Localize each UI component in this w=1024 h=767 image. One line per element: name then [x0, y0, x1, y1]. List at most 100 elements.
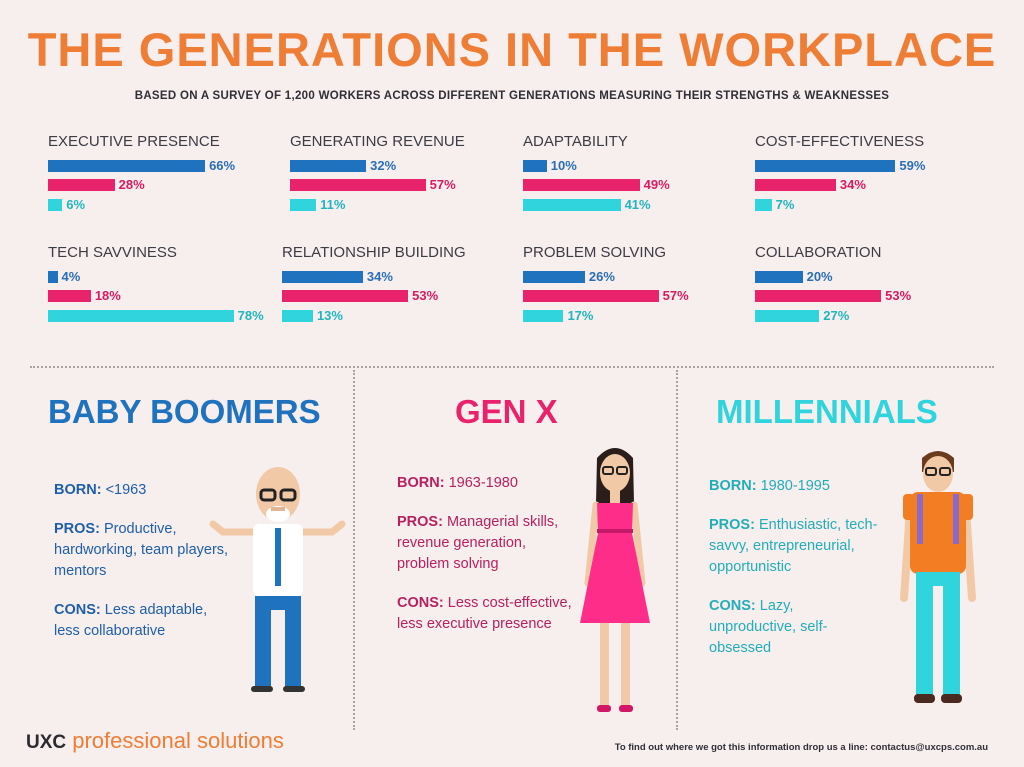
bar-millennials	[282, 310, 313, 322]
metric-adaptability: ADAPTABILITY 10% 49% 41%	[523, 133, 763, 233]
generation-title-boomers: BABY BOOMERS	[48, 393, 321, 430]
bar-genx	[282, 290, 409, 302]
bar-genx	[48, 179, 115, 191]
metric-tech-savviness: TECH SAVVINESS 4% 18% 78%	[48, 244, 288, 344]
bar-value-label: 49%	[643, 177, 670, 192]
pros-value: Managerial skills, revenue generation, p…	[397, 514, 559, 572]
cons-value: Less cost-effective, less executive pres…	[397, 595, 572, 632]
page-title: THE GENERATIONS IN THE WORKPLACE	[27, 23, 997, 76]
metric-label: EXECUTIVE PRESENCE	[48, 133, 220, 150]
page-subtitle: BASED ON A SURVEY OF 1,200 WORKERS ACROS…	[134, 90, 890, 102]
pros-value: Productive, hardworking, team players, m…	[54, 521, 229, 579]
brand-part1: UXC	[26, 732, 67, 753]
metric-collaboration: COLLABORATION 20% 53% 27%	[755, 244, 995, 344]
generation-title-genx: GEN X	[455, 393, 558, 430]
bar-millennials	[290, 199, 317, 211]
bar-boomers	[48, 160, 206, 172]
generation-title-millennials: MILLENNIALS	[716, 393, 938, 430]
born-label: BORN:	[397, 475, 445, 491]
metric-executive-presence: EXECUTIVE PRESENCE 66% 28% 6%	[48, 133, 288, 233]
bar-boomers	[755, 271, 803, 283]
bar-genx	[290, 179, 426, 191]
bar-value-label: 34%	[839, 177, 866, 192]
bar-millennials	[523, 310, 564, 322]
bar-value-label: 17%	[567, 308, 594, 323]
bar-value-label: 41%	[624, 197, 651, 212]
bar-boomers	[48, 271, 58, 283]
bar-boomers	[523, 271, 585, 283]
bar-genx	[523, 290, 659, 302]
bar-genx	[755, 179, 836, 191]
metric-label: RELATIONSHIP BUILDING	[282, 244, 466, 261]
metric-label: PROBLEM SOLVING	[523, 244, 667, 261]
genx-figure-illustration	[580, 448, 650, 712]
millennial-figure-illustration	[900, 451, 976, 703]
bar-boomers	[755, 160, 896, 172]
born-label: BORN:	[54, 482, 102, 498]
cons-value: Less adaptable, less collaborative	[54, 602, 208, 639]
bar-value-label: 59%	[899, 158, 926, 173]
bar-boomers	[523, 160, 547, 172]
bar-value-label: 13%	[316, 308, 343, 323]
born-value: <1963	[105, 482, 147, 498]
cons-label: CONS:	[397, 595, 444, 611]
metric-label: TECH SAVVINESS	[48, 244, 177, 261]
cons-value: Lazy, unproductive, self-obsessed	[709, 598, 828, 656]
bar-millennials	[48, 199, 63, 211]
bar-value-label: 18%	[94, 288, 121, 303]
bar-value-label: 20%	[806, 269, 833, 284]
bar-value-label: 32%	[370, 158, 397, 173]
metric-cost-effectiveness: COST-EFFECTIVENESS 59% 34% 7%	[755, 133, 995, 233]
bar-millennials	[48, 310, 234, 322]
metric-problem-solving: PROBLEM SOLVING 26% 57% 17%	[523, 244, 763, 344]
generation-details-genx: BORN: 1963-1980 PROS: Managerial skills,…	[397, 473, 572, 653]
bar-genx	[755, 290, 882, 302]
bar-value-label: 7%	[775, 197, 795, 212]
pros-label: PROS:	[397, 514, 443, 530]
pros-value: Enthusiastic, tech-savvy, entrepreneuria…	[709, 517, 878, 575]
pros-label: PROS:	[54, 521, 100, 537]
bar-value-label: 4%	[61, 269, 81, 284]
generation-details-millennials: BORN: 1980-1995 PROS: Enthusiastic, tech…	[709, 476, 884, 677]
cons-label: CONS:	[54, 602, 101, 618]
bar-value-label: 53%	[885, 288, 912, 303]
section-divider	[30, 366, 994, 368]
brand-part2: professional solutions	[72, 728, 284, 753]
born-label: BORN:	[709, 478, 757, 494]
bar-value-label: 11%	[320, 197, 346, 212]
column-divider-right	[676, 370, 678, 730]
bar-boomers	[282, 271, 363, 283]
metric-relationship-building: RELATIONSHIP BUILDING 34% 53% 13%	[282, 244, 522, 344]
metric-label: GENERATING REVENUE	[290, 133, 465, 150]
bar-value-label: 6%	[66, 197, 86, 212]
bar-millennials	[755, 310, 820, 322]
generation-details-boomers: BORN: <1963 PROS: Productive, hardworkin…	[54, 480, 229, 660]
boomer-figure-illustration	[209, 467, 346, 692]
born-value: 1980-1995	[760, 478, 830, 494]
bar-value-label: 57%	[662, 288, 689, 303]
column-divider-left	[353, 370, 355, 730]
pros-label: PROS:	[709, 517, 755, 533]
bar-genx	[523, 179, 640, 191]
metric-label: COST-EFFECTIVENESS	[755, 133, 925, 150]
bar-millennials	[523, 199, 621, 211]
bar-genx	[48, 290, 91, 302]
bar-value-label: 26%	[588, 269, 615, 284]
bar-millennials	[755, 199, 772, 211]
metric-generating-revenue: GENERATING REVENUE 32% 57% 11%	[290, 133, 530, 233]
bar-value-label: 10%	[550, 158, 577, 173]
bar-value-label: 27%	[823, 308, 850, 323]
footer-note: To find out where we got this informatio…	[614, 742, 988, 753]
bar-value-label: 78%	[237, 308, 264, 323]
bar-value-label: 53%	[412, 288, 439, 303]
brand-logo: UXC professional solutions	[26, 728, 284, 754]
bar-value-label: 66%	[209, 158, 236, 173]
bar-value-label: 28%	[118, 177, 145, 192]
cons-label: CONS:	[709, 598, 756, 614]
bar-boomers	[290, 160, 367, 172]
metric-label: ADAPTABILITY	[523, 133, 628, 150]
metric-label: COLLABORATION	[755, 244, 882, 261]
bar-value-label: 34%	[366, 269, 393, 284]
born-value: 1963-1980	[448, 475, 518, 491]
bar-value-label: 57%	[429, 177, 456, 192]
